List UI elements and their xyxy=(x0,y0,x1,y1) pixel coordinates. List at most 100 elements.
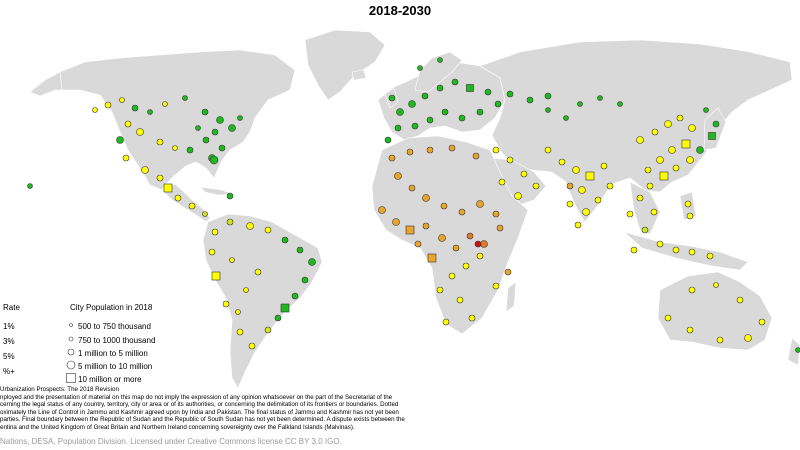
city-marker xyxy=(795,347,800,353)
city-marker xyxy=(563,115,569,121)
city-marker xyxy=(104,101,112,109)
city-marker xyxy=(141,166,149,174)
note-line: entina and the United Kingdom of Great B… xyxy=(0,423,355,431)
city-marker xyxy=(744,334,752,342)
city-marker xyxy=(716,336,724,344)
city-marker xyxy=(636,136,644,144)
city-marker xyxy=(92,107,98,113)
city-marker xyxy=(226,218,234,226)
city-marker xyxy=(492,210,500,218)
city-marker xyxy=(254,268,262,276)
city-marker xyxy=(474,240,482,248)
city-marker xyxy=(494,100,502,108)
city-marker xyxy=(147,109,153,115)
city-marker xyxy=(186,146,194,154)
city-marker xyxy=(436,286,444,294)
city-marker xyxy=(226,192,234,200)
city-marker xyxy=(664,314,672,322)
city-marker xyxy=(243,287,249,293)
legend-size-item: 500 to 750 thousand xyxy=(78,322,151,331)
city-marker xyxy=(544,92,552,100)
city-marker xyxy=(451,78,459,86)
city-marker xyxy=(686,212,694,220)
city-marker xyxy=(437,57,443,63)
city-marker xyxy=(668,146,676,154)
city-marker xyxy=(476,200,484,208)
legend-size-square xyxy=(66,373,76,383)
city-marker xyxy=(246,222,254,230)
city-marker xyxy=(736,296,744,304)
city-marker xyxy=(392,218,400,226)
city-marker xyxy=(274,314,282,322)
city-marker-square xyxy=(163,183,173,193)
city-marker xyxy=(688,248,696,256)
city-marker xyxy=(438,234,446,242)
city-marker-square xyxy=(585,171,595,181)
city-marker xyxy=(229,257,235,263)
city-marker xyxy=(248,342,256,350)
city-marker xyxy=(172,145,178,151)
city-marker xyxy=(703,107,709,113)
city-marker xyxy=(235,309,241,315)
city-marker xyxy=(656,240,664,248)
city-marker xyxy=(462,262,470,270)
city-marker xyxy=(484,88,492,96)
landmass-north-america xyxy=(59,49,296,191)
city-marker xyxy=(27,183,33,189)
note-line: Urbanization Prospects: The 2018 Revisio… xyxy=(0,386,119,393)
city-marker-square xyxy=(211,271,221,281)
landmass-sea-peninsula xyxy=(629,181,661,235)
city-marker xyxy=(504,268,512,276)
city-marker xyxy=(466,232,474,240)
landmass-scandinavia xyxy=(414,51,463,93)
city-marker xyxy=(684,200,692,208)
city-marker xyxy=(195,125,201,131)
city-marker xyxy=(408,184,416,192)
city-marker xyxy=(188,202,196,210)
landmass-greenland xyxy=(304,29,386,101)
city-marker xyxy=(476,252,484,260)
city-marker-square xyxy=(405,225,415,235)
city-marker xyxy=(713,282,719,288)
city-marker xyxy=(436,84,444,92)
city-marker xyxy=(696,146,704,154)
city-marker xyxy=(378,206,386,214)
legend-size-item: 10 million or more xyxy=(78,375,142,384)
legend-rate-item: 1% xyxy=(3,322,15,331)
city-marker xyxy=(656,156,664,164)
city-marker xyxy=(211,128,219,136)
city-marker xyxy=(594,196,602,204)
city-marker xyxy=(426,146,434,154)
city-marker xyxy=(492,146,500,154)
landmass-south-america xyxy=(202,213,323,389)
city-marker xyxy=(688,124,696,132)
city-marker xyxy=(408,100,416,108)
legend-size-item: 1 million to 5 million xyxy=(78,349,148,358)
city-marker xyxy=(532,182,540,190)
city-marker xyxy=(394,172,402,180)
city-marker xyxy=(526,96,534,104)
city-marker xyxy=(577,101,583,107)
city-marker xyxy=(458,208,466,216)
landmass-new-zealand xyxy=(787,337,800,366)
city-marker xyxy=(406,148,414,156)
city-marker xyxy=(237,115,243,121)
note-line: nployed and the presentation of material… xyxy=(0,393,393,401)
map-notes: Urbanization Prospects: The 2018 Revisio… xyxy=(0,386,440,432)
city-marker xyxy=(136,128,144,136)
note-line: oximately the Line of Control in Jammu a… xyxy=(0,408,399,416)
city-marker xyxy=(672,246,680,254)
city-marker xyxy=(650,208,658,216)
city-marker xyxy=(566,200,574,208)
city-marker xyxy=(201,108,209,116)
city-marker xyxy=(308,258,316,266)
city-marker xyxy=(296,246,304,254)
city-marker xyxy=(641,226,649,234)
city-marker xyxy=(476,108,484,116)
landmass-australia xyxy=(657,271,773,351)
city-marker xyxy=(124,120,132,128)
city-marker xyxy=(712,120,720,128)
city-marker xyxy=(492,282,500,290)
city-marker xyxy=(636,194,644,202)
city-marker xyxy=(606,182,614,190)
